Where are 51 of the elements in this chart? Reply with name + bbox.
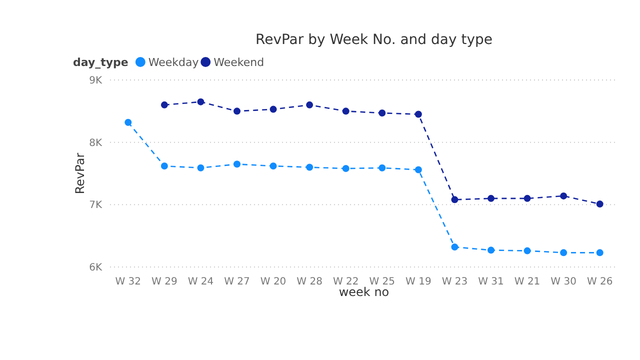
x-tick-label: W 32	[115, 276, 142, 288]
point	[524, 194, 531, 202]
point	[560, 249, 568, 256]
point	[451, 196, 458, 204]
x-tick-label: W 31	[478, 276, 504, 288]
point	[488, 246, 494, 254]
y-axis-title: RevPar	[73, 152, 87, 194]
x-tick-label: W 30	[550, 276, 576, 288]
y-tick-label: 7K	[89, 200, 102, 212]
point	[560, 192, 568, 200]
x-tick-label: W 24	[188, 276, 214, 288]
point	[414, 166, 422, 174]
point	[451, 244, 458, 251]
x-tick-label: W 29	[152, 276, 178, 288]
point	[342, 165, 350, 172]
x-tick-label: W 23	[442, 276, 468, 288]
x-tick-label: W 21	[514, 276, 540, 288]
x-tick-label: W 28	[296, 276, 322, 288]
point	[378, 110, 386, 117]
point	[234, 108, 240, 115]
point	[596, 200, 604, 208]
point	[160, 101, 168, 108]
point	[197, 164, 204, 172]
point	[524, 247, 531, 254]
y-tick-label: 8K	[89, 138, 102, 149]
point	[160, 162, 168, 170]
x-tick-label: W 20	[260, 276, 286, 288]
point	[197, 98, 204, 106]
point	[270, 162, 277, 170]
point	[488, 194, 494, 202]
legend-label: Weekday	[148, 56, 200, 69]
y-tick-label: 6K	[89, 262, 102, 274]
legend-label: Weekend	[214, 56, 264, 69]
x-tick-label: W 22	[332, 276, 359, 288]
point	[270, 106, 277, 113]
chart-title: RevPar by Week No. and day type	[256, 32, 492, 48]
point	[414, 110, 422, 118]
point	[378, 164, 386, 172]
y-tick-label: 9K	[89, 76, 102, 86]
point	[234, 160, 240, 168]
point	[306, 164, 314, 171]
x-tick-label: W 27	[224, 276, 250, 288]
legend-title: day_type	[73, 56, 128, 69]
point	[596, 249, 604, 256]
x-tick-label: W 19	[406, 276, 432, 288]
x-tick-label: W 25	[369, 276, 396, 288]
point	[342, 108, 350, 115]
x-tick-label: W 26	[586, 276, 613, 288]
x-axis-title: week no	[338, 285, 390, 299]
point	[306, 101, 314, 108]
point	[124, 118, 132, 126]
